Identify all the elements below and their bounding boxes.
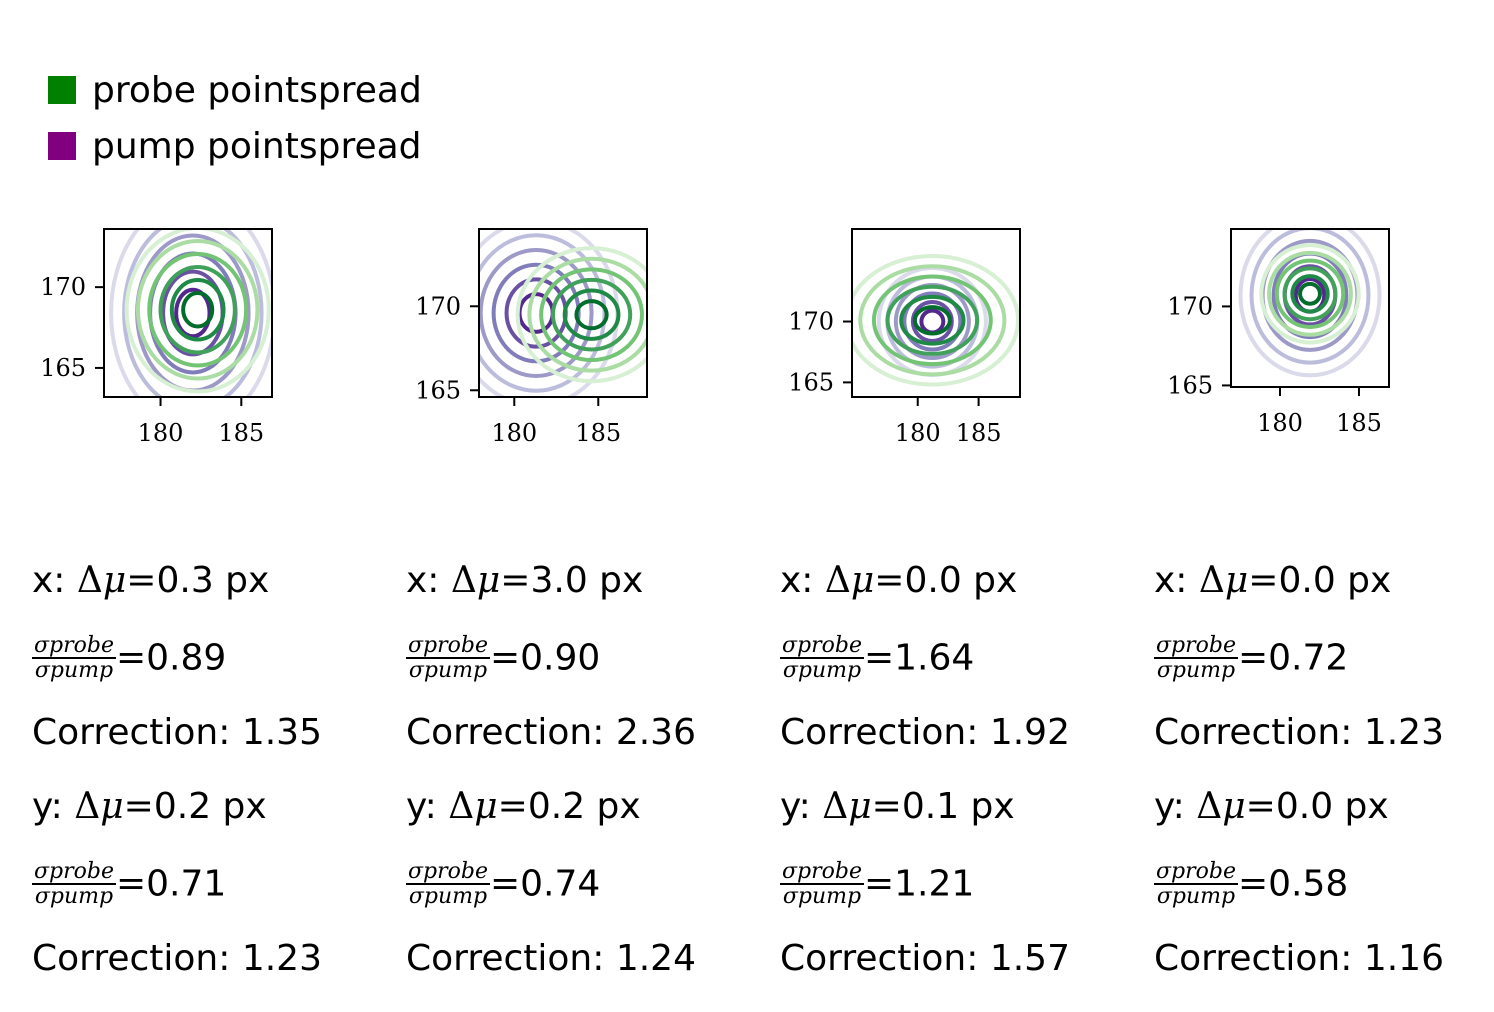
legend-item-pump: pump pointspread [48,118,422,174]
y-sigma-ratio: σprobe σpump =0.71 [32,859,227,910]
x-sigma-ratio: σprobe σpump =0.90 [406,633,601,684]
pump-contour-2 [1249,229,1371,365]
x-correction: Correction: 1.23 [1154,712,1444,753]
legend-label-pump: pump pointspread [92,125,422,167]
y-tick-label: 170 [40,273,86,301]
y-correction: Correction: 1.16 [1154,938,1444,979]
contour-plot-4: 180 185 165 170 [1167,228,1390,437]
pump-contour-3 [479,248,594,378]
x-delta-mu: x: Δμ=0.3 px [32,560,270,601]
pump-contour-4 [902,291,963,352]
x-correction: Correction: 1.92 [780,712,1070,753]
pump-contour-1 [1238,229,1382,378]
y-correction: Correction: 1.23 [32,938,322,979]
y-tick-label: 165 [788,368,834,396]
y-delta-mu: y: Δμ=0.2 px [32,786,267,827]
pump-contour-6 [919,308,946,335]
stats-block-3: x: Δμ=0.0 px σprobe σpump =1.64 Correction: … [780,560,1110,990]
pump-color-swatch [48,132,76,160]
pump-contour-6 [517,292,555,334]
probe-contour-5 [899,294,966,346]
y-tick-label: 165 [1167,371,1213,399]
probe-contour-3 [1274,258,1346,329]
legend-label-probe: probe pointspread [92,69,422,111]
probe-contour-2 [858,264,1007,377]
x-tick-label: 180 [895,419,941,447]
pump-contour-2 [479,233,607,393]
legend-item-probe: probe pointspread [48,62,422,118]
x-sigma-ratio: σprobe σpump =0.89 [32,633,227,684]
legend: probe pointspread pump pointspread [48,62,422,174]
stats-block-2: x: Δμ=3.0 px σprobe σpump =0.90 Correction: … [406,560,736,990]
probe-contour-6 [181,291,215,329]
probe-contour-4 [1282,266,1338,322]
probe-color-swatch [48,76,76,104]
y-tick-label: 165 [40,354,86,382]
probe-contour-1 [852,254,1020,387]
probe-contour-2 [527,256,647,373]
x-tick-label: 185 [1336,409,1382,437]
probe-contour-4 [885,284,980,356]
y-delta-mu: y: Δμ=0.0 px [1154,786,1389,827]
x-correction: Correction: 2.36 [406,712,696,753]
probe-contour-3 [871,274,993,367]
x-delta-mu: x: Δμ=3.0 px [406,560,644,601]
probe-contour-3 [539,267,644,363]
probe-contour-4 [550,277,633,352]
probe-contour-5 [169,278,226,342]
x-tick-label: 185 [575,419,621,447]
axes-frame [103,228,273,398]
probe-contour-1 [1259,243,1361,345]
x-tick-label: 180 [491,419,537,447]
axes-frame [478,228,648,398]
x-delta-mu: x: Δμ=0.0 px [780,560,1018,601]
contour-plot-2: 180 185 165 170 [415,228,648,447]
probe-contour-6 [1298,281,1322,306]
probe-contour-6 [574,299,609,331]
x-tick-label: 185 [956,419,1002,447]
y-sigma-ratio: σprobe σpump =0.58 [1154,859,1349,910]
pump-contour-2 [122,229,264,397]
y-tick-label: 170 [1167,292,1213,320]
pump-contour-1 [109,229,272,397]
x-tick-label: 180 [1257,409,1303,437]
pump-contour-6 [174,287,212,339]
y-correction: Correction: 1.24 [406,938,696,979]
probe-contour-5 [562,288,621,341]
stats-block-4: x: Δμ=0.0 px σprobe σpump =0.72 Correction: … [1154,560,1484,990]
x-tick-label: 185 [218,419,264,447]
probe-contour-4 [158,265,237,355]
y-sigma-ratio: σprobe σpump =1.21 [780,859,975,910]
y-sigma-ratio: σprobe σpump =0.74 [406,859,601,910]
x-correction: Correction: 1.35 [32,712,322,753]
pump-contour-5 [910,300,954,343]
contour-plot-1: 180 185 165 170 [40,228,273,447]
axes-frame [851,228,1021,398]
probe-contour-6 [912,305,952,336]
axes-frame [1230,228,1390,388]
probe-contour-5 [1290,274,1330,314]
y-tick-label: 170 [415,292,461,320]
x-delta-mu: x: Δμ=0.0 px [1154,560,1392,601]
probe-contour-1 [515,246,647,384]
probe-contour-1 [124,229,271,394]
x-sigma-ratio: σprobe σpump =0.72 [1154,633,1349,684]
probe-contour-2 [135,239,260,381]
stats-block-1: x: Δμ=0.3 px σprobe σpump =0.89 Correction: … [32,560,362,990]
y-correction: Correction: 1.57 [780,938,1070,979]
probe-contour-3 [147,252,249,368]
contour-plot-3: 180 185 165 170 [788,228,1021,447]
x-tick-label: 180 [138,419,184,447]
y-tick-label: 170 [788,308,834,336]
y-tick-label: 165 [415,376,461,404]
x-sigma-ratio: σprobe σpump =1.64 [780,633,975,684]
y-delta-mu: y: Δμ=0.1 px [780,786,1015,827]
probe-contour-2 [1267,250,1353,337]
y-delta-mu: y: Δμ=0.2 px [406,786,641,827]
